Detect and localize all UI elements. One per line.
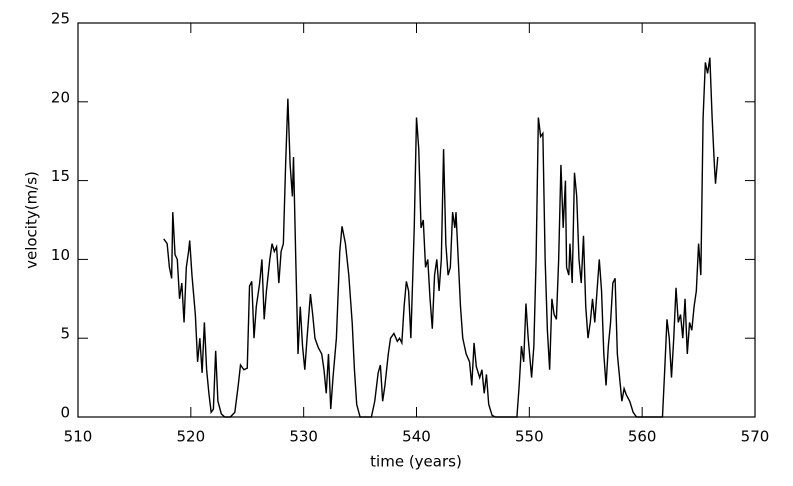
x-tick-label: 520 (177, 428, 206, 446)
y-tick-label: 5 (60, 325, 70, 343)
x-tick-label: 530 (289, 428, 318, 446)
data-line (163, 57, 719, 418)
x-tick-label: 550 (515, 428, 544, 446)
plot-frame (77, 22, 756, 418)
y-axis-label: velocity(m/s) (23, 171, 41, 269)
x-tick-label: 560 (628, 428, 657, 446)
x-tick-label: 570 (741, 428, 770, 446)
y-tick-label: 15 (51, 167, 70, 185)
x-axis-label: time (years) (370, 453, 462, 471)
y-tick-label: 0 (60, 404, 70, 422)
x-tick-label: 540 (402, 428, 431, 446)
x-tick-label: 510 (64, 428, 93, 446)
y-tick-label: 10 (51, 246, 70, 264)
y-tick-label: 20 (51, 88, 70, 106)
y-tick-label: 25 (51, 10, 70, 28)
